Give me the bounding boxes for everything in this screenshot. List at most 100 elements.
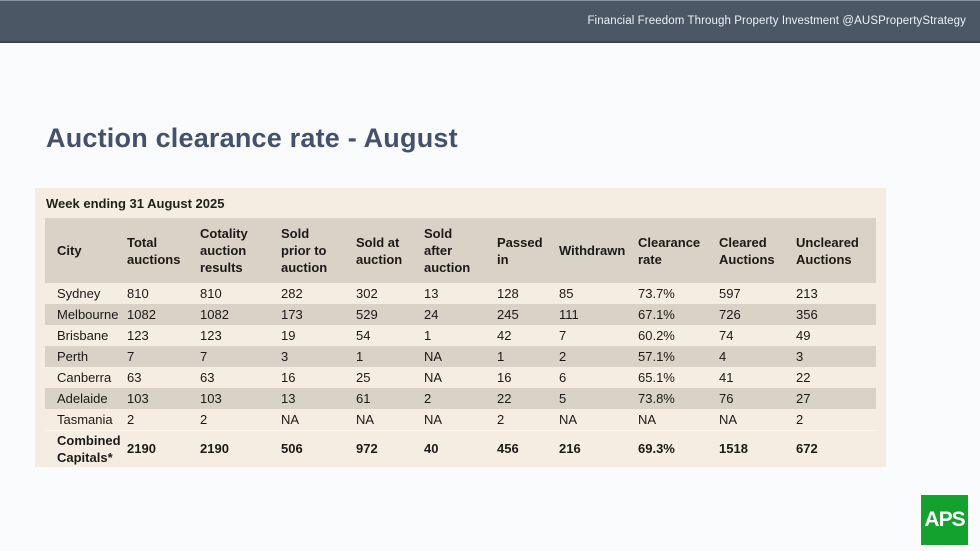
value-cell-total-auctions: 2: [127, 412, 135, 427]
value-cell-withdrawn: 6: [559, 370, 567, 385]
aps-logo: APS: [921, 495, 968, 545]
auction-table: City Total auctions Cotality auction resul…: [45, 218, 876, 467]
value-cell-cotality-auction-results: 123: [200, 328, 222, 343]
value-cell-uncleared-auctions: 49: [796, 328, 811, 343]
column-header-passed-in: Passed in: [485, 218, 547, 283]
table-row: Adelaide 103 103 13 61 2 22 5 73.8% 76 27: [45, 388, 876, 409]
column-header-sold-after-auction: Sold after auction: [412, 218, 485, 283]
value-cell-sold-at-auction: 54: [356, 328, 371, 343]
table-row-total: Combined Capitals* 2190 2190 506 972 40 456 216…: [45, 430, 876, 467]
value-cell-sold-after-auction: 40: [412, 430, 485, 467]
city-cell: Canberra: [57, 370, 112, 385]
value-cell-clearance-rate: NA: [638, 412, 657, 427]
city-cell: Combined Capitals*: [45, 430, 121, 467]
value-cell-sold-prior-to-auction: 282: [281, 286, 303, 301]
value-cell-sold-at-auction: 1: [344, 346, 412, 367]
value-cell-cleared-auctions: 74: [719, 328, 734, 343]
value-cell-total-auctions: 7: [115, 346, 188, 367]
column-header-sold-prior-to-auction: Sold prior to auction: [269, 218, 344, 283]
city-cell: Adelaide: [45, 388, 115, 409]
value-cell-sold-after-auction: 13: [424, 286, 439, 301]
value-cell-uncleared-auctions: 2: [796, 412, 804, 427]
value-cell-sold-after-auction: NA: [412, 346, 485, 367]
value-cell-uncleared-auctions: 3: [784, 346, 876, 367]
value-cell-sold-prior-to-auction: 16: [281, 370, 296, 385]
value-cell-sold-prior-to-auction: 3: [269, 346, 344, 367]
column-header-city: City: [45, 218, 115, 283]
value-cell-cotality-auction-results: 810: [200, 286, 222, 301]
value-cell-sold-at-auction: 972: [344, 430, 412, 467]
city-cell: Melbourne: [45, 304, 118, 325]
aps-logo-text: APS: [924, 508, 965, 531]
value-cell-sold-after-auction: NA: [424, 412, 443, 427]
value-cell-cleared-auctions: 4: [707, 346, 784, 367]
value-cell-cleared-auctions: 76: [707, 388, 784, 409]
value-cell-uncleared-auctions: 27: [784, 388, 876, 409]
value-cell-withdrawn: 5: [547, 388, 626, 409]
table-row: Tasmania 2 2 NA NA NA 2 NA NA NA 2: [45, 409, 876, 431]
table-row: Brisbane 123 123 19 54 1 42 7 60.2% 74 49: [45, 325, 876, 346]
week-ending-label: Week ending 31 August 2025: [46, 196, 225, 211]
brand-tagline: Financial Freedom Through Property Inves…: [587, 15, 966, 27]
top-bar: Financial Freedom Through Property Inves…: [0, 0, 980, 43]
value-cell-withdrawn: 85: [559, 286, 574, 301]
value-cell-passed-in: 1: [485, 346, 547, 367]
value-cell-total-auctions: 123: [127, 328, 149, 343]
value-cell-sold-prior-to-auction: 13: [269, 388, 344, 409]
value-cell-cotality-auction-results: 103: [188, 388, 269, 409]
value-cell-total-auctions: 810: [127, 286, 149, 301]
value-cell-sold-after-auction: 1: [424, 328, 432, 343]
value-cell-cleared-auctions: NA: [719, 412, 738, 427]
column-header-clearance-rate: Clearance rate: [626, 218, 707, 283]
value-cell-sold-after-auction: NA: [424, 370, 443, 385]
value-cell-sold-at-auction: 529: [344, 304, 412, 325]
table-row: Melbourne 1082 1082 173 529 24 245 111 67.1% 726 3…: [45, 304, 876, 325]
value-cell-sold-prior-to-auction: 19: [281, 328, 296, 343]
column-header-total-auctions: Total auctions: [115, 218, 188, 283]
value-cell-passed-in: 456: [485, 430, 547, 467]
value-cell-cotality-auction-results: 1082: [188, 304, 269, 325]
value-cell-withdrawn: NA: [559, 412, 578, 427]
value-cell-clearance-rate: 69.3%: [626, 430, 707, 467]
value-cell-withdrawn: 2: [547, 346, 626, 367]
value-cell-total-auctions: 2190: [115, 430, 188, 467]
value-cell-uncleared-auctions: 672: [784, 430, 876, 467]
value-cell-total-auctions: 1082: [115, 304, 188, 325]
value-cell-sold-after-auction: 24: [412, 304, 485, 325]
value-cell-sold-at-auction: 302: [356, 286, 378, 301]
value-cell-passed-in: 16: [497, 370, 512, 385]
value-cell-sold-prior-to-auction: NA: [281, 412, 300, 427]
value-cell-withdrawn: 111: [547, 304, 626, 325]
column-header-uncleared-auctions: Uncleared Auctions: [784, 218, 876, 283]
value-cell-total-auctions: 63: [127, 370, 142, 385]
column-header-withdrawn: Withdrawn: [547, 218, 626, 283]
value-cell-uncleared-auctions: 356: [784, 304, 876, 325]
value-cell-withdrawn: 7: [559, 328, 567, 343]
value-cell-passed-in: 2: [497, 412, 505, 427]
table-row: Canberra 63 63 16 25 NA 16 6 65.1% 41 22: [45, 367, 876, 388]
value-cell-clearance-rate: 67.1%: [626, 304, 707, 325]
value-cell-clearance-rate: 73.7%: [638, 286, 675, 301]
value-cell-sold-prior-to-auction: 506: [269, 430, 344, 467]
value-cell-clearance-rate: 60.2%: [638, 328, 675, 343]
value-cell-cleared-auctions: 597: [719, 286, 741, 301]
value-cell-cleared-auctions: 726: [707, 304, 784, 325]
value-cell-cotality-auction-results: 63: [200, 370, 215, 385]
value-cell-clearance-rate: 57.1%: [626, 346, 707, 367]
column-header-cleared-auctions: Cleared Auctions: [707, 218, 784, 283]
value-cell-uncleared-auctions: 213: [796, 286, 818, 301]
value-cell-passed-in: 22: [485, 388, 547, 409]
table-row: Sydney 810 810 282 302 13 128 85 73.7% 597 213: [45, 283, 876, 304]
value-cell-cotality-auction-results: 2190: [188, 430, 269, 467]
value-cell-clearance-rate: 73.8%: [626, 388, 707, 409]
value-cell-total-auctions: 103: [115, 388, 188, 409]
table-header-row: City Total auctions Cotality auction resul…: [45, 218, 876, 283]
value-cell-withdrawn: 216: [547, 430, 626, 467]
value-cell-cotality-auction-results: 2: [200, 412, 208, 427]
value-cell-clearance-rate: 65.1%: [638, 370, 675, 385]
city-cell: Perth: [45, 346, 115, 367]
value-cell-sold-after-auction: 2: [412, 388, 485, 409]
column-header-cotality-auction-results: Cotality auction results: [188, 218, 269, 283]
value-cell-passed-in: 42: [497, 328, 512, 343]
value-cell-passed-in: 128: [497, 286, 519, 301]
